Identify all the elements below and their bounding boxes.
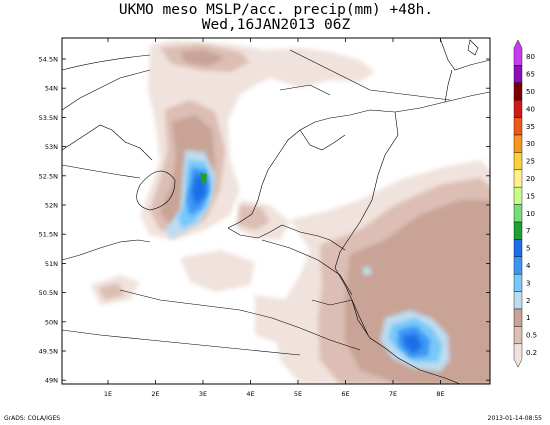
legend-label: 80 (526, 53, 535, 61)
lat-label: 49N (45, 377, 58, 385)
legend-swatch (513, 152, 523, 170)
legend-label: 1 (526, 314, 530, 322)
precip-field (90, 40, 490, 384)
lon-label: 6E (341, 390, 349, 398)
lon-label: 7E (389, 390, 397, 398)
legend-label: 25 (526, 158, 535, 166)
legend-swatch (513, 239, 523, 257)
map-title-line1: UKMO meso MSLP/acc. precip(mm) +48h. (118, 2, 434, 18)
legend-label: 50 (526, 88, 535, 96)
lat-label: 54.5N (39, 56, 58, 64)
lat-label: 54N (45, 85, 58, 93)
lat-label: 52.5N (39, 172, 58, 180)
legend-swatch (513, 343, 523, 368)
legend-label: 7 (526, 227, 530, 235)
legend-label: 65 (526, 71, 535, 79)
lat-label: 50.5N (39, 289, 58, 297)
legend-swatch (513, 117, 523, 136)
legend-swatch (513, 39, 523, 66)
legend-swatch (513, 204, 523, 223)
legend-label: 5 (526, 245, 530, 253)
legend-swatch (513, 291, 523, 310)
legend-swatch (513, 65, 523, 83)
legend-label: 40 (526, 105, 535, 113)
lat-label: 50N (45, 318, 58, 326)
legend-label: 10 (526, 210, 535, 218)
legend-swatch (513, 274, 523, 292)
lat-label: 53N (45, 143, 58, 151)
latitude-axis: 54.5N 54N 53.5N 53N 52.5N 52N 51.5N 51N 50.5N 50N… (39, 56, 490, 385)
legend-swatch (513, 308, 523, 327)
lon-label: 1E (104, 390, 112, 398)
lat-label: 51N (45, 260, 58, 268)
lat-label: 52N (45, 202, 58, 210)
map-title-line2: Wed,16JAN2013 06Z (201, 17, 351, 33)
longitude-axis: 1E 2E 3E 4E 5E 6E 7E 8E (104, 38, 445, 398)
legend-swatch (513, 134, 523, 153)
legend-label: 15 (526, 192, 535, 200)
precip-max-marker (200, 173, 207, 184)
legend-label: 2 (526, 297, 530, 305)
legend-label: 20 (526, 175, 535, 183)
legend-swatch (513, 82, 523, 101)
legend-swatch (513, 187, 523, 205)
legend-label: 0.5 (526, 332, 537, 340)
legend-swatch (513, 100, 523, 118)
map-frame (61, 37, 491, 385)
lon-label: 8E (436, 390, 444, 398)
legend-label: 3 (526, 279, 530, 287)
coastlines (62, 38, 490, 384)
lon-label: 3E (199, 390, 207, 398)
legend-label: 35 (526, 123, 535, 131)
legend-label: 0.2 (526, 349, 537, 357)
lat-label: 49.5N (39, 348, 58, 356)
color-legend: 80 65 50 40 35 30 25 20 15 10 7 5 4 3 2 1 0.5 0.2 (513, 39, 537, 368)
footer-credit: GrADS: COLA/IGES (4, 415, 61, 422)
lon-label: 4E (246, 390, 254, 398)
legend-swatch (513, 221, 523, 240)
footer-timestamp: 2013-01-14-08:55 (487, 415, 542, 422)
lat-label: 53.5N (39, 114, 58, 122)
lon-label: 5E (294, 390, 302, 398)
legend-label: 4 (526, 262, 531, 270)
legend-swatch (513, 256, 523, 275)
legend-swatch (513, 169, 523, 188)
lat-label: 51.5N (39, 231, 58, 239)
legend-label: 30 (526, 140, 535, 148)
lon-label: 2E (151, 390, 159, 398)
legend-swatch (513, 326, 523, 344)
